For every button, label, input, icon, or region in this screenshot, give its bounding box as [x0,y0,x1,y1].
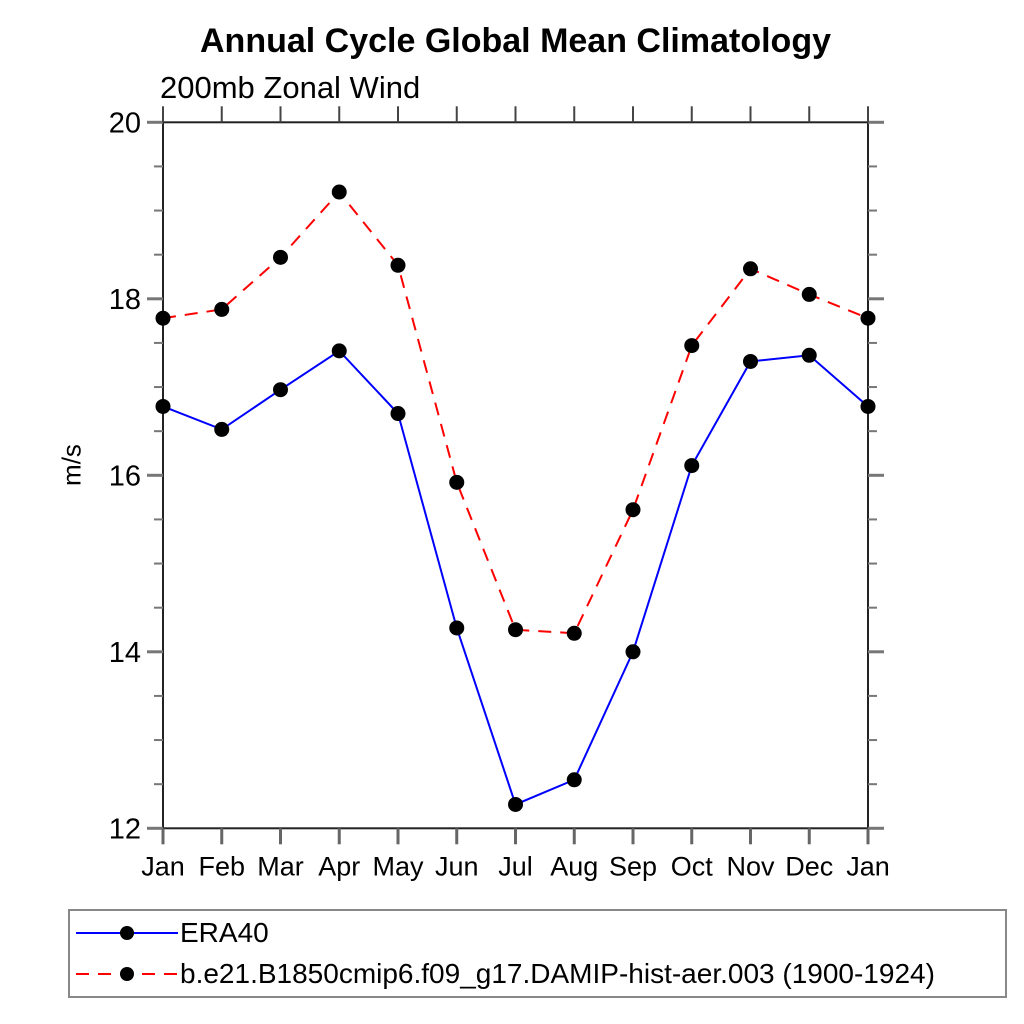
y-tick-label: 14 [109,637,141,669]
series-marker [214,421,230,437]
x-tick-label: Oct [671,851,714,881]
series-marker [508,622,523,638]
y-tick-label: 12 [109,813,141,845]
series-marker [273,249,288,265]
legend-item-era40: ERA40 [70,913,1005,953]
y-tick-label: 20 [109,107,141,139]
legend-swatch-model [76,967,178,982]
series-marker [155,398,171,414]
series-marker [801,347,817,363]
x-tick-label: Aug [550,851,598,881]
x-tick-label: Feb [198,851,245,881]
x-tick-label: Dec [785,851,833,881]
series-marker [625,502,641,518]
series-marker [449,620,465,636]
series-marker [331,184,347,200]
x-tick-label: Sep [609,851,657,881]
chart-subtitle: 200mb Zonal Wind [160,70,421,105]
series-marker [860,310,876,326]
series-marker [508,796,523,812]
series-marker [273,382,288,398]
series-marker [860,398,876,414]
series-marker [566,625,582,641]
series-marker [214,301,230,317]
series-marker [155,310,171,326]
legend-item-model: b.e21.B1850cmip6.f09_g17.DAMIP-hist-aer.… [70,954,1005,994]
x-tick-label: Nov [726,851,775,881]
x-tick-label: Mar [257,851,304,881]
series-marker [743,261,758,277]
series-line-0 [162,349,869,806]
series-line-1 [162,190,869,635]
x-tick-label: Jan [846,851,890,881]
y-tick-label: 16 [109,460,141,492]
series-marker [390,406,406,422]
legend: ERA40 b.e21.B1850cmip6.f09_g17.DAMIP-his… [68,909,1007,998]
legend-marker [120,967,134,982]
plot-frame [162,121,869,830]
legend-marker [120,925,134,940]
legend-swatch-era40 [76,925,178,940]
series-marker [801,286,817,302]
series-marker [449,474,465,490]
series-marker [684,458,700,474]
x-tick-label: Jul [498,851,533,881]
series-marker [566,772,582,788]
y-tick-label: 18 [109,284,141,316]
legend-label-era40: ERA40 [180,916,269,948]
x-tick-label: Jan [141,851,185,881]
series-marker [684,338,700,354]
x-tick-label: Jun [435,851,479,881]
series-marker [743,353,758,369]
series-marker [390,257,406,273]
series-marker [625,644,641,660]
legend-label-model: b.e21.B1850cmip6.f09_g17.DAMIP-hist-aer.… [180,958,935,990]
x-tick-label: May [372,851,424,881]
chart-title: Annual Cycle Global Mean Climatology [200,22,831,60]
series-marker [331,343,347,359]
x-tick-label: Apr [318,851,360,881]
